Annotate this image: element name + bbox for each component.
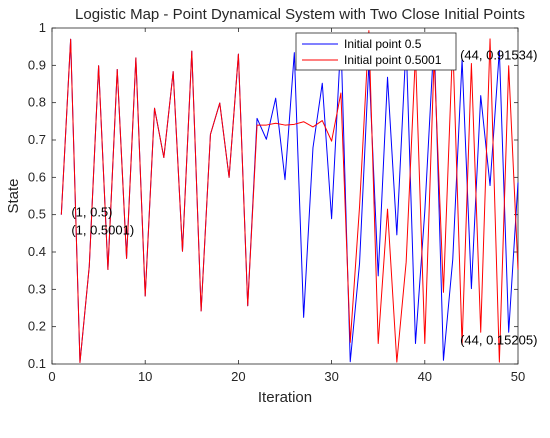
x-tick-label: 10 [138,369,152,384]
y-tick-label: 0.2 [28,319,46,334]
data-point-annotation: (1, 0.5) [71,205,112,220]
x-tick-label: 40 [418,369,432,384]
legend-box [295,32,457,71]
y-tick-label: 0.9 [28,57,46,72]
y-tick-label: 0.4 [28,244,46,259]
x-tick-label: 0 [48,369,55,384]
y-tick-label: 0.7 [28,132,46,147]
y-tick-label: 0.1 [28,356,46,371]
data-point-annotation: (1, 0.5001) [71,223,134,238]
data-point-annotation: (44, 0.15205) [460,333,537,348]
series-layer [60,30,519,364]
legend-label-series-2: Initial point 0.5001 [344,53,442,67]
y-tick-label: 0.6 [28,169,46,184]
x-axis-ticks: 0 10 20 30 40 50 [48,28,525,384]
x-tick-label: 20 [231,369,245,384]
x-axis-label: Iteration [258,389,312,406]
y-tick-label: 1 [39,20,46,35]
legend-label-series-1: Initial point 0.5 [344,37,422,51]
legend: Initial point 0.5 Initial point 0.5001 [295,32,457,71]
y-tick-label: 0.8 [28,95,46,110]
chart-title: Logistic Map - Point Dynamical System wi… [75,6,525,23]
y-tick-label: 0.5 [28,207,46,222]
x-tick-label: 50 [511,369,525,384]
annotation-layer: (1, 0.5) (1, 0.5001) (44, 0.91534) (44, 0.1… [71,48,537,348]
x-tick-label: 30 [324,369,338,384]
data-point-annotation: (44, 0.91534) [460,48,537,63]
y-tick-label: 0.3 [28,281,46,296]
series-line-2 [60,30,519,364]
y-axis-ticks: 0.1 0.2 0.3 0.4 0.5 0.6 0.7 0.8 0.9 1 [28,20,518,371]
y-axis-label: State [5,178,22,213]
